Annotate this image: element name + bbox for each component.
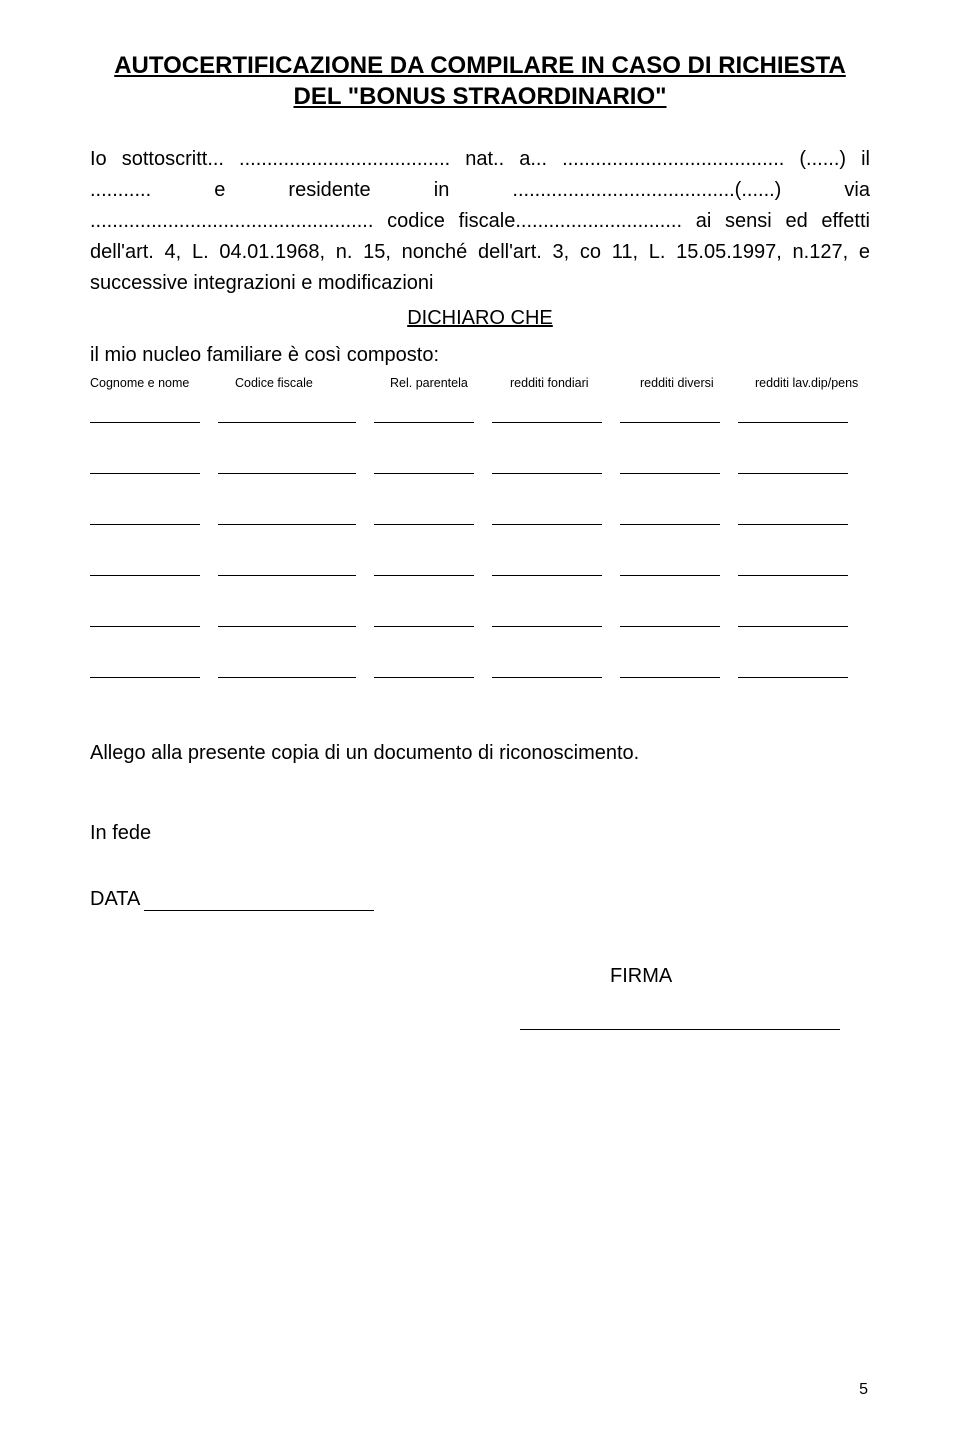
firma-block: FIRMA [90, 965, 870, 1030]
title-line-1: AUTOCERTIFICAZIONE DA COMPILARE IN CASO … [90, 50, 870, 81]
table-rows [90, 400, 870, 678]
data-underline[interactable] [144, 890, 374, 911]
table-row [90, 604, 870, 627]
table-row [90, 655, 870, 678]
allegato-line: Allego alla presente copia di un documen… [90, 738, 870, 768]
table-cell[interactable] [218, 604, 356, 627]
table-cell[interactable] [218, 451, 356, 474]
table-cell[interactable] [90, 502, 200, 525]
table-cell[interactable] [90, 553, 200, 576]
table-row [90, 400, 870, 423]
table-cell[interactable] [374, 451, 474, 474]
table-cell[interactable] [218, 400, 356, 423]
data-label: DATA [90, 888, 140, 911]
table-cell[interactable] [738, 400, 848, 423]
intro-paragraph: Io sottoscritt... ......................… [90, 144, 870, 299]
firma-underline[interactable] [520, 1028, 840, 1030]
table-cell[interactable] [492, 451, 602, 474]
table-cell[interactable] [492, 604, 602, 627]
table-row [90, 502, 870, 525]
table-cell[interactable] [620, 451, 720, 474]
table-cell[interactable] [492, 655, 602, 678]
table-cell[interactable] [374, 553, 474, 576]
table-cell[interactable] [374, 400, 474, 423]
infede-label: In fede [90, 818, 870, 848]
table-cell[interactable] [374, 655, 474, 678]
table-cell[interactable] [218, 655, 356, 678]
th-redditi-diversi: redditi diversi [640, 376, 755, 390]
table-cell[interactable] [90, 655, 200, 678]
table-cell[interactable] [738, 451, 848, 474]
table-cell[interactable] [90, 604, 200, 627]
table-cell[interactable] [738, 553, 848, 576]
declare-heading: DICHIARO CHE [90, 307, 870, 330]
th-parentela: Rel. parentela [390, 376, 510, 390]
table-cell[interactable] [620, 604, 720, 627]
table-cell[interactable] [492, 400, 602, 423]
table-cell[interactable] [374, 604, 474, 627]
table-cell[interactable] [492, 502, 602, 525]
table-cell[interactable] [90, 451, 200, 474]
table-cell[interactable] [492, 553, 602, 576]
th-redditi-fondiari: redditi fondiari [510, 376, 640, 390]
composition-line: il mio nucleo familiare è così composto: [90, 340, 870, 370]
table-cell[interactable] [620, 655, 720, 678]
firma-label: FIRMA [610, 965, 870, 988]
table-cell[interactable] [90, 400, 200, 423]
table-cell[interactable] [738, 502, 848, 525]
th-cognome: Cognome e nome [90, 376, 235, 390]
table-header-row: Cognome e nome Codice fiscale Rel. paren… [90, 376, 870, 390]
th-codice-fiscale: Codice fiscale [235, 376, 390, 390]
table-cell[interactable] [218, 502, 356, 525]
page-number: 5 [859, 1381, 868, 1399]
table-cell[interactable] [620, 553, 720, 576]
table-cell[interactable] [218, 553, 356, 576]
table-cell[interactable] [620, 502, 720, 525]
table-cell[interactable] [620, 400, 720, 423]
table-row [90, 451, 870, 474]
data-line: DATA [90, 888, 870, 911]
title-line-2: DEL "BONUS STRAORDINARIO" [90, 81, 870, 112]
table-row [90, 553, 870, 576]
th-redditi-lav: redditi lav.dip/pens [755, 376, 870, 390]
table-cell[interactable] [374, 502, 474, 525]
table-cell[interactable] [738, 655, 848, 678]
page: AUTOCERTIFICAZIONE DA COMPILARE IN CASO … [0, 0, 960, 1429]
table-cell[interactable] [738, 604, 848, 627]
title-block: AUTOCERTIFICAZIONE DA COMPILARE IN CASO … [90, 50, 870, 112]
